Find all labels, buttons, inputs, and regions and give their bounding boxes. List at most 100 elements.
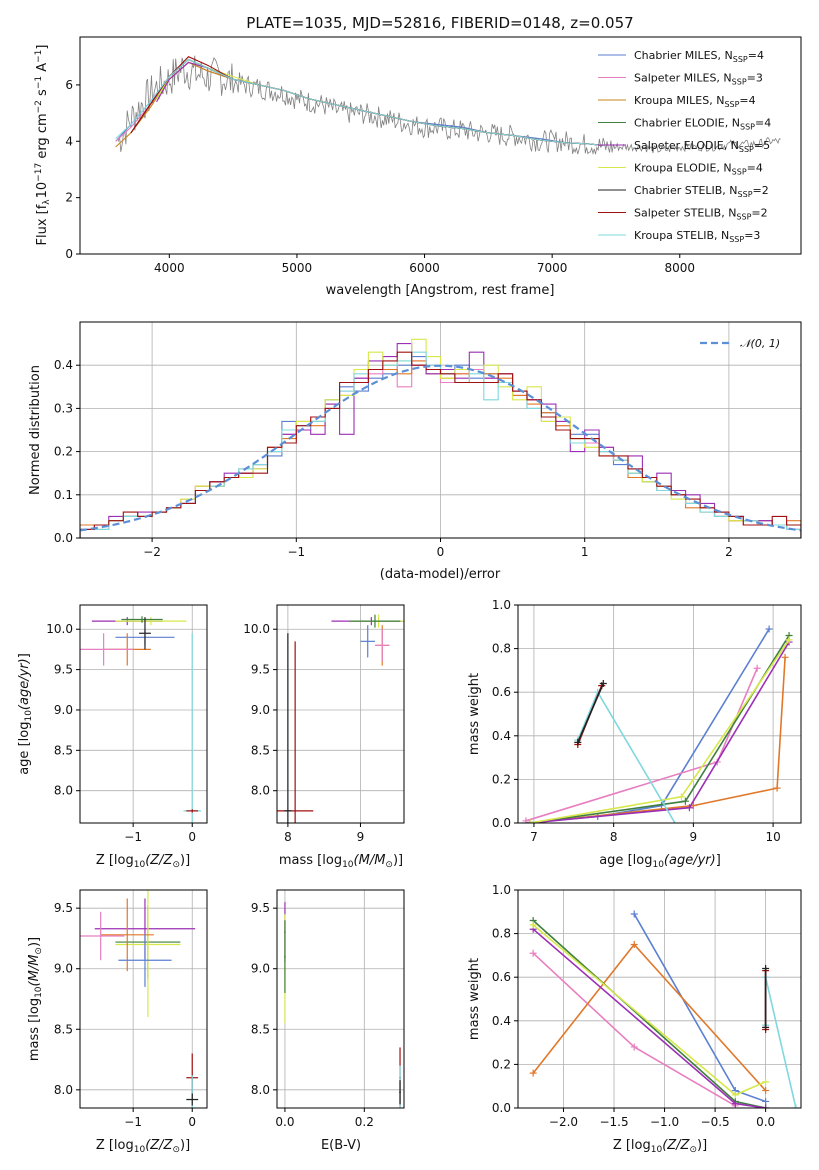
model-spectrum-line [115,61,604,148]
mass-age-axes [276,604,405,824]
x-tick-label: 8 [284,830,292,844]
mass-weight-marker [529,949,537,957]
x-tick-label: −2 [143,545,161,559]
y-tick-label: 0.8 [492,642,511,656]
x-tick-label: −2.0 [549,1115,578,1129]
y-tick-label: 1.0 [492,883,511,897]
mass-age-panel: 8 9 8.0 8.5 9.0 9.5 10.0 mass [log10(M/M⊙)] [243,604,405,870]
z-age-xlabel: Z [log10(Z/Z⊙)] [96,853,190,870]
y-tick-label: 9.0 [251,703,270,717]
mass-weight-marker [678,830,685,837]
x-tick-label: 8000 [664,261,695,275]
z-massweight-panel: −2.0 −1.5 −1.0 −0.5 0.0 0.0 0.2 0.4 0.6 0.8 1.0 Z … [467,883,802,1155]
legend-label: Salpeter ELODIE, NSSP=5 [634,139,770,154]
mass-weight-marker [773,784,781,792]
x-tick-label: −1 [124,1115,142,1129]
mass-weight-marker [522,817,530,823]
mass-weight-marker [630,910,638,918]
ebv-mass-panel: 0.0 0.2 8.0 8.5 9.0 9.5 E(B-V) [251,889,405,1153]
y-tick-label: 9.5 [54,663,73,677]
age-massweight-panel: 7 8 9 10 0.0 0.2 0.4 0.6 0.8 1.0 age [log10(age/y… [467,598,802,870]
z-massweight-axes [517,889,802,1109]
y-tick-label: 10.0 [243,622,270,636]
mass-weight-marker [762,1023,770,1031]
histogram-axes [79,321,802,539]
mass-weight-marker [765,625,773,633]
spectrum-legend: Chabrier MILES, NSSP=4 Salpeter MILES, NS… [598,49,771,244]
spectrum-xlabel: wavelength [Angstrom, rest frame] [326,283,555,298]
x-tick-label: −1 [124,830,142,844]
mass-weight-marker [762,964,770,972]
x-tick-label: −1.0 [650,1115,679,1129]
z-mass-panel: −1 0 8.0 8.5 9.0 9.5 Z [log10(Z/Z⊙)] mass [lo… [27,889,208,1155]
legend-label: Kroupa STELIB, NSSP=3 [634,229,760,244]
legend-label: Kroupa ELODIE, NSSP=4 [634,162,763,177]
y-tick-label: 8.5 [54,743,73,757]
y-tick-label: 0.0 [492,816,511,830]
y-tick-label: 0.4 [54,358,73,372]
y-tick-label: 0.2 [492,1057,511,1071]
y-tick-label: 6 [65,78,73,92]
mass-weight-line [529,657,786,823]
y-tick-label: 4 [65,134,73,148]
model-spectrum-line [115,61,604,147]
mass-weight-marker [762,1087,770,1095]
legend-label: Chabrier ELODIE, NSSP=4 [634,117,771,132]
mass-weight-marker [526,819,534,823]
x-tick-label: 7 [530,830,538,844]
legend-label: Chabrier STELIB, NSSP=2 [634,184,769,199]
legend-label: Chabrier MILES, NSSP=4 [634,49,764,64]
y-tick-label: 10.0 [46,622,73,636]
x-tick-label: 8 [610,830,618,844]
histogram-xlabel: (data-model)/error [380,567,501,582]
mass-weight-marker [574,738,582,746]
x-tick-label: 9 [690,830,698,844]
model-spectrum-line [115,58,604,147]
legend-label: Kroupa MILES, NSSP=4 [634,94,756,109]
y-tick-label: 8.0 [54,784,73,798]
legend-label: Salpeter STELIB, NSSP=2 [634,207,768,222]
z-mass-ylabel: mass [log10(M/M⊙)] [27,937,44,1061]
z-age-panel: −1 0 8.0 8.5 9.0 9.5 10.0 Z [log10(Z/Z⊙)] age … [17,604,208,870]
y-tick-label: 9.0 [54,962,73,976]
ebv-mass-axes [276,889,405,1109]
mass-weight-line [529,635,790,823]
mass-weight-line [525,667,758,822]
mass-weight-marker [785,636,793,644]
z-mass-axes [79,889,208,1109]
mass-weight-marker [753,664,761,672]
x-tick-label: 0.0 [275,1115,294,1129]
spectrum-panel: PLATE=1035, MJD=52816, FIBERID=0148, z=0… [34,14,802,298]
age-massweight-axes [517,604,802,824]
y-tick-label: 8.0 [251,784,270,798]
x-tick-label: 0.0 [756,1115,775,1129]
mass-age-xlabel: mass [log10(M/M⊙)] [279,853,403,870]
normal-reference-curve [79,364,802,532]
mass-weight-marker [529,1069,537,1077]
y-tick-label: 8.0 [251,1083,270,1097]
y-tick-label: 0.0 [54,531,73,545]
y-tick-label: 0 [65,247,73,261]
y-tick-label: 9.0 [251,962,270,976]
mass-weight-line [577,683,605,743]
y-tick-label: 0.2 [492,772,511,786]
x-tick-label: 0 [437,545,445,559]
age-massweight-ylabel: mass weight [467,673,482,755]
y-tick-label: 9.5 [54,901,73,915]
mass-weight-marker [792,1104,800,1108]
y-tick-label: 0.3 [54,401,73,415]
mass-weight-marker [762,1097,770,1105]
y-tick-label: 0.8 [492,927,511,941]
x-tick-label: −1.5 [599,1115,628,1129]
y-tick-label: 8.5 [251,1022,270,1036]
z-age-axes [79,604,208,824]
y-tick-label: 1.0 [492,598,511,612]
mass-weight-line [532,919,766,1108]
x-tick-label: −1 [287,545,305,559]
x-tick-label: 9 [357,830,365,844]
mass-weight-line [532,943,767,1092]
y-tick-label: 9.5 [251,663,270,677]
z-mass-xlabel: Z [log10(Z/Z⊙)] [96,1138,190,1155]
x-tick-label: 0 [188,1115,196,1129]
